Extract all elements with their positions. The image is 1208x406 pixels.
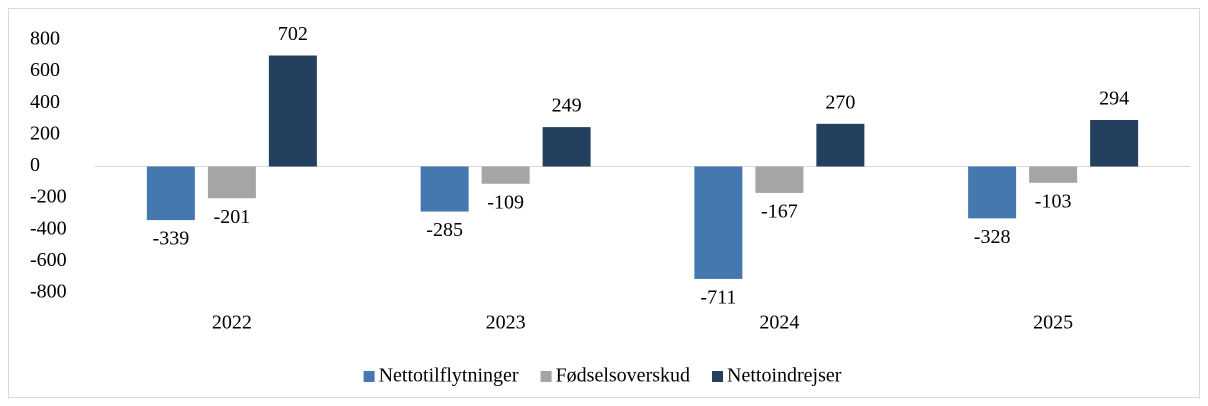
y-tick-label: 0 (30, 154, 40, 176)
y-tick-label: 600 (30, 59, 60, 81)
bar (755, 166, 804, 193)
bar (542, 127, 591, 167)
data-label: -339 (153, 228, 190, 250)
data-label: 270 (825, 91, 855, 113)
bar (268, 55, 317, 167)
x-tick-label: 2025 (1033, 312, 1073, 334)
data-label: 702 (278, 23, 308, 45)
bar (1090, 120, 1139, 167)
bar (1029, 166, 1078, 183)
x-tick-label: 2022 (212, 312, 252, 334)
legend-label: Fødselsoverskud (556, 365, 690, 387)
bar (481, 166, 530, 184)
data-label: -711 (700, 287, 736, 309)
x-tick-label: 2023 (486, 312, 526, 334)
data-label: -285 (426, 219, 463, 241)
y-tick-label: -800 (30, 281, 67, 303)
y-tick-label: 800 (30, 28, 60, 50)
bar (694, 166, 743, 279)
data-label: -328 (974, 226, 1011, 248)
legend-label: Nettotilflytninger (379, 365, 519, 387)
legend-swatch (363, 371, 375, 382)
y-tick-label: 400 (30, 91, 60, 113)
bar (207, 166, 256, 199)
data-label: 294 (1099, 88, 1129, 110)
data-label: -103 (1035, 190, 1072, 212)
bar (146, 166, 195, 221)
data-label: -167 (761, 201, 798, 223)
y-tick-label: -600 (30, 249, 67, 271)
legend-swatch (712, 371, 724, 382)
legend-label: Nettoindrejser (727, 365, 842, 387)
y-tick-label: -400 (30, 217, 67, 239)
y-tick-label: 200 (30, 122, 60, 144)
data-label: -201 (214, 206, 251, 228)
bar (816, 123, 865, 167)
bar (968, 166, 1017, 219)
x-tick-label: 2024 (759, 312, 799, 334)
data-label: 249 (552, 95, 582, 117)
y-tick-label: -200 (30, 186, 67, 208)
legend-swatch (540, 371, 552, 382)
data-label: -109 (487, 191, 524, 213)
bar (420, 166, 469, 212)
